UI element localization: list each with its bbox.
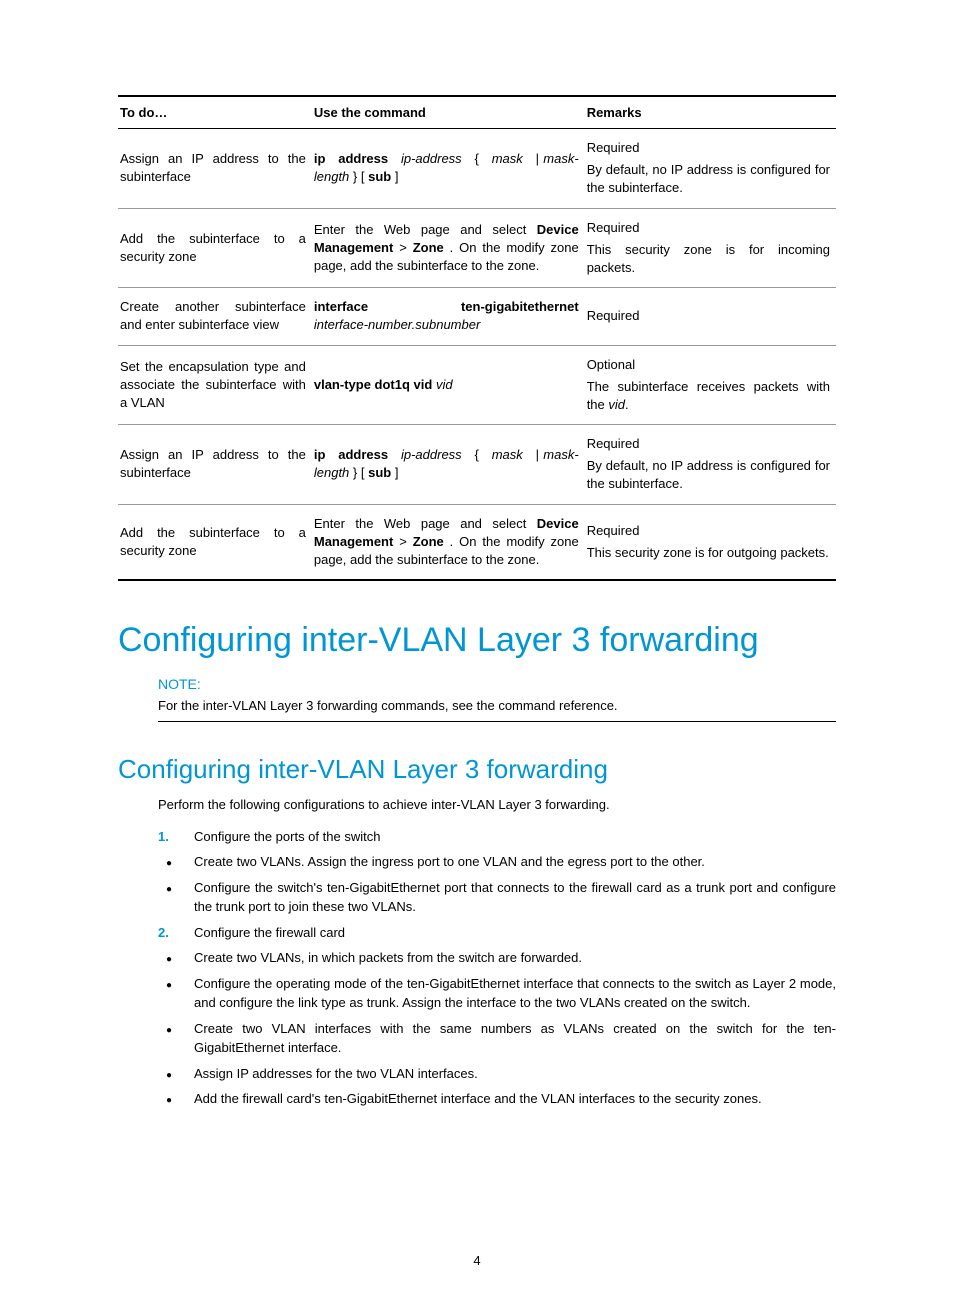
cell-todo: Add the subinterface to a security zone (118, 504, 312, 580)
cell-remarks: Required By default, no IP address is co… (585, 129, 836, 209)
list-item: 2.Configure the firewall card (158, 923, 836, 943)
cell-cmd: interface ten-gigabitethernet interface-… (312, 288, 585, 345)
cell-remarks: Required (585, 288, 836, 345)
cell-todo: Set the encapsulation type and associate… (118, 345, 312, 425)
cell-remarks: Required This security zone is for outgo… (585, 504, 836, 580)
list-item: 1.Configure the ports of the switch (158, 827, 836, 847)
bullet-icon: ● (166, 882, 172, 897)
th-remarks: Remarks (585, 96, 836, 129)
heading-h1: Configuring inter-VLAN Layer 3 forwardin… (118, 621, 836, 660)
list-item: ●Configure the operating mode of the ten… (158, 974, 836, 1013)
table-row: Assign an IP address to the subinterface… (118, 129, 836, 209)
table-row: Set the encapsulation type and associate… (118, 345, 836, 425)
cell-remarks: Optional The subinterface receives packe… (585, 345, 836, 425)
table-header-row: To do… Use the command Remarks (118, 96, 836, 129)
cell-todo: Create another subinterface and enter su… (118, 288, 312, 345)
list-item: ●Add the firewall card's ten-GigabitEthe… (158, 1089, 836, 1109)
cell-remarks: Required This security zone is for incom… (585, 208, 836, 288)
cell-cmd: vlan-type dot1q vid vid (312, 345, 585, 425)
list-number: 1. (158, 827, 169, 847)
cell-cmd: Enter the Web page and select Device Man… (312, 208, 585, 288)
cell-todo: Add the subinterface to a security zone (118, 208, 312, 288)
list-item: ●Create two VLAN interfaces with the sam… (158, 1019, 836, 1058)
note-label: NOTE: (158, 676, 836, 692)
list-number: 2. (158, 923, 169, 943)
list-item: ●Create two VLANs, in which packets from… (158, 948, 836, 968)
page-number: 4 (0, 1253, 954, 1268)
list-item: ●Configure the switch's ten-GigabitEther… (158, 878, 836, 917)
note-rule (158, 721, 836, 722)
cell-todo: Assign an IP address to the subinterface (118, 129, 312, 209)
bullet-icon: ● (166, 1023, 172, 1038)
list-item: ●Assign IP addresses for the two VLAN in… (158, 1064, 836, 1084)
document-page: To do… Use the command Remarks Assign an… (0, 0, 954, 1296)
table-row: Create another subinterface and enter su… (118, 288, 836, 345)
procedure-list: 1.Configure the ports of the switch ●Cre… (158, 827, 836, 1109)
table-row: Add the subinterface to a security zone … (118, 208, 836, 288)
th-cmd: Use the command (312, 96, 585, 129)
command-table: To do… Use the command Remarks Assign an… (118, 95, 836, 581)
bullet-icon: ● (166, 952, 172, 967)
cell-cmd: ip address ip-address { mask | mask-leng… (312, 425, 585, 505)
bullet-icon: ● (166, 1093, 172, 1108)
intro-text: Perform the following configurations to … (158, 795, 836, 815)
bullet-icon: ● (166, 856, 172, 871)
list-item: ●Create two VLANs. Assign the ingress po… (158, 852, 836, 872)
cell-todo: Assign an IP address to the subinterface (118, 425, 312, 505)
heading-h2: Configuring inter-VLAN Layer 3 forwardin… (118, 754, 836, 785)
cell-cmd: Enter the Web page and select Device Man… (312, 504, 585, 580)
cell-cmd: ip address ip-address { mask | mask-leng… (312, 129, 585, 209)
th-todo: To do… (118, 96, 312, 129)
table-row: Add the subinterface to a security zone … (118, 504, 836, 580)
cell-remarks: Required By default, no IP address is co… (585, 425, 836, 505)
bullet-icon: ● (166, 1068, 172, 1083)
note-box: NOTE: For the inter-VLAN Layer 3 forward… (158, 676, 836, 722)
table-row: Assign an IP address to the subinterface… (118, 425, 836, 505)
note-text: For the inter-VLAN Layer 3 forwarding co… (158, 698, 836, 713)
bullet-icon: ● (166, 978, 172, 993)
